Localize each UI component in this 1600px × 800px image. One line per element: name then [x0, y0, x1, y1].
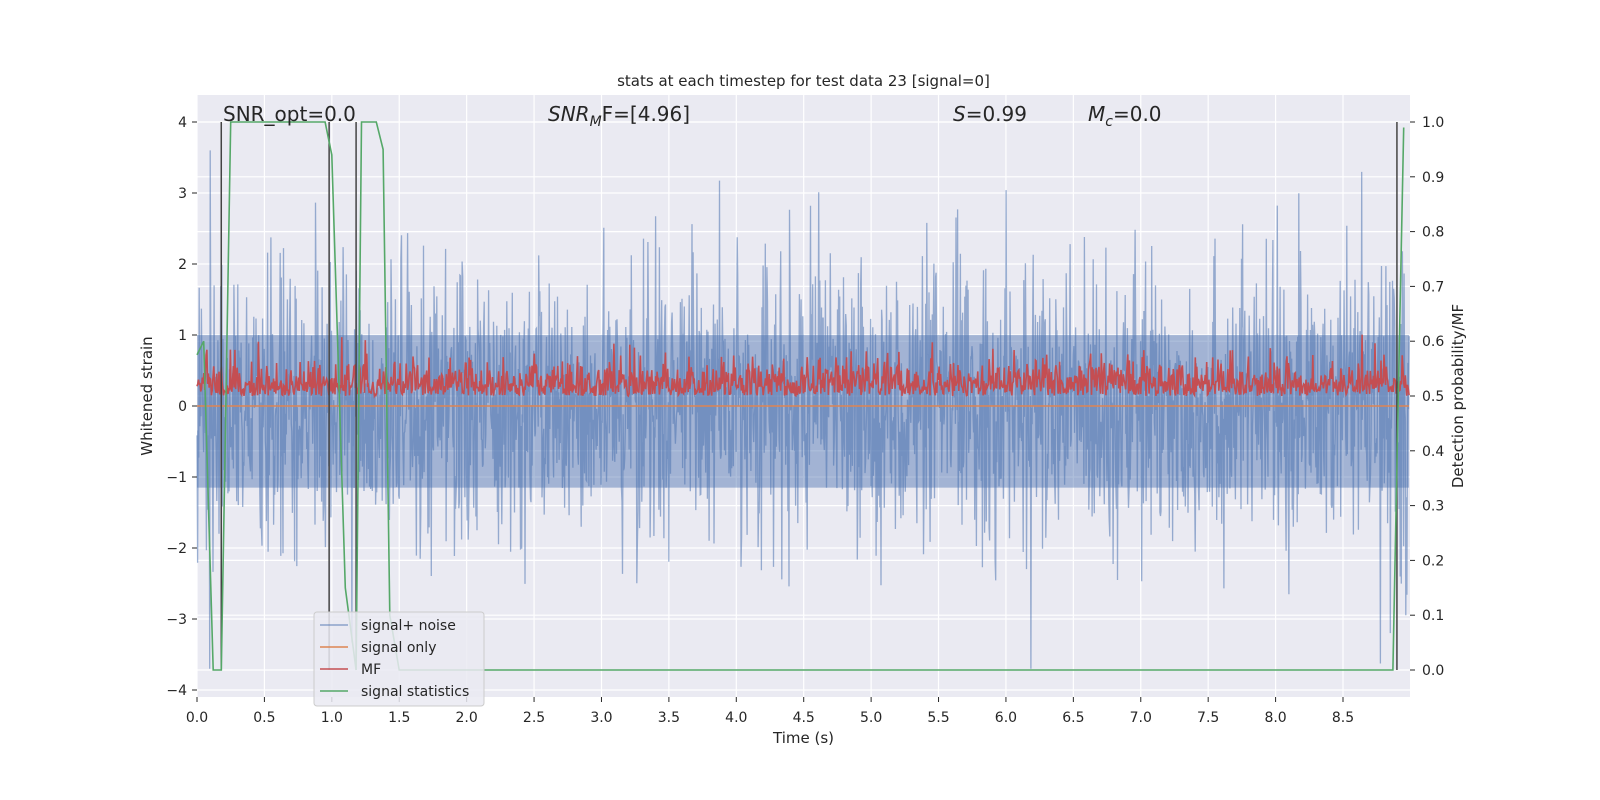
x-tick-label: 8.5: [1332, 710, 1354, 726]
y2-tick-label: 0.9: [1422, 170, 1444, 186]
annotation-snr-mf-rest: F=[4.96]: [602, 102, 690, 126]
y2-tick-label: 0.3: [1422, 499, 1444, 515]
vertical-markers: [220, 122, 1398, 670]
x-tick-label: 4.5: [793, 710, 815, 726]
y-tick-label: −2: [166, 541, 187, 557]
annotation-mc-var: M: [1088, 102, 1105, 126]
mf-line: [196, 334, 1410, 399]
annotation-s-var: S: [953, 102, 966, 126]
series-signal-noise: [196, 150, 1410, 669]
legend-label: signal+ noise: [361, 618, 456, 634]
x-tick-label: 6.0: [995, 710, 1017, 726]
series-mf: [196, 334, 1410, 399]
y2-axis-ticks: 0.0 0.1 0.2 0.3 0.4 0.5 0.6 0.7 0.8 0.9 1.0: [1410, 115, 1444, 679]
y2-tick-label: 0.2: [1422, 553, 1444, 569]
y2-tick-label: 0.7: [1422, 279, 1444, 295]
x-axis-label: Time (s): [772, 729, 834, 747]
x-tick-label: 2.0: [456, 710, 478, 726]
signal-noise-core: [197, 335, 1410, 488]
x-tick-label: 0.5: [253, 710, 275, 726]
y2-tick-label: 1.0: [1422, 115, 1444, 131]
x-tick-label: 3.0: [590, 710, 612, 726]
legend: signal+ noise signal only MF signal statist…: [313, 611, 485, 707]
y2-axis-label: Detection probability/MF: [1449, 304, 1467, 488]
annotation-snr-mf-base: SNR: [548, 102, 590, 126]
annotation-mc-rest: =0.0: [1113, 102, 1162, 126]
y-tick-label: 1: [178, 328, 187, 344]
x-tick-label: 3.5: [658, 710, 680, 726]
y2-tick-label: 0.5: [1422, 389, 1444, 405]
y-tick-label: 2: [178, 257, 187, 273]
x-tick-label: 4.0: [725, 710, 747, 726]
y-axis-label: Whitened strain: [138, 336, 156, 455]
annotation-s-rest: =0.99: [966, 102, 1027, 126]
x-tick-label: 6.5: [1062, 710, 1084, 726]
y2-tick-label: 0.0: [1422, 663, 1444, 679]
annotation-mc-sub: c: [1105, 114, 1113, 130]
chart-title: stats at each timestep for test data 23 …: [617, 72, 990, 90]
x-tick-label: 7.0: [1130, 710, 1152, 726]
annotation-mc: Mc=0.0: [1088, 102, 1162, 130]
x-tick-label: 5.5: [927, 710, 949, 726]
x-tick-label: 2.5: [523, 710, 545, 726]
annotations: SNR_opt=0.0 SNRMF=[4.96] S=0.99 Mc=0.0: [223, 102, 1162, 130]
y-tick-label: −1: [166, 470, 187, 486]
y-tick-label: 3: [178, 186, 187, 202]
annotation-s-stat: S=0.99: [953, 102, 1027, 126]
x-tick-label: 7.5: [1197, 710, 1219, 726]
y-tick-label: −3: [166, 612, 187, 628]
x-axis-ticks: 0.0 0.5 1.0 1.5 2.0 2.5 3.0 3.5 4.0 4.5 5.0 5.5 6.0 6…: [186, 697, 1354, 726]
x-tick-label: 5.0: [860, 710, 882, 726]
y-tick-label: −4: [166, 683, 187, 699]
signal-noise-line: [196, 150, 1410, 669]
legend-box: [313, 611, 485, 707]
y-tick-label: 4: [178, 115, 187, 131]
legend-label: signal statistics: [361, 684, 469, 700]
legend-label: MF: [361, 662, 381, 678]
annotation-snr-mf-sub: M: [590, 114, 602, 130]
x-tick-label: 8.0: [1264, 710, 1286, 726]
x-tick-label: 1.5: [388, 710, 410, 726]
y2-tick-label: 0.1: [1422, 608, 1444, 624]
y2-tick-label: 0.4: [1422, 444, 1444, 460]
annotation-snr-opt: SNR_opt=0.0: [223, 102, 356, 126]
x-tick-label: 0.0: [186, 710, 208, 726]
y-tick-label: 0: [178, 399, 187, 415]
x-tick-label: 1.0: [321, 710, 343, 726]
legend-label: signal only: [361, 640, 436, 656]
y-axis-ticks: −4 −3 −2 −1 0 1 2 3 4: [166, 115, 197, 699]
y2-tick-label: 0.6: [1422, 334, 1444, 350]
annotation-snr-mf: SNRMF=[4.96]: [548, 102, 690, 130]
y2-tick-label: 0.8: [1422, 225, 1444, 241]
